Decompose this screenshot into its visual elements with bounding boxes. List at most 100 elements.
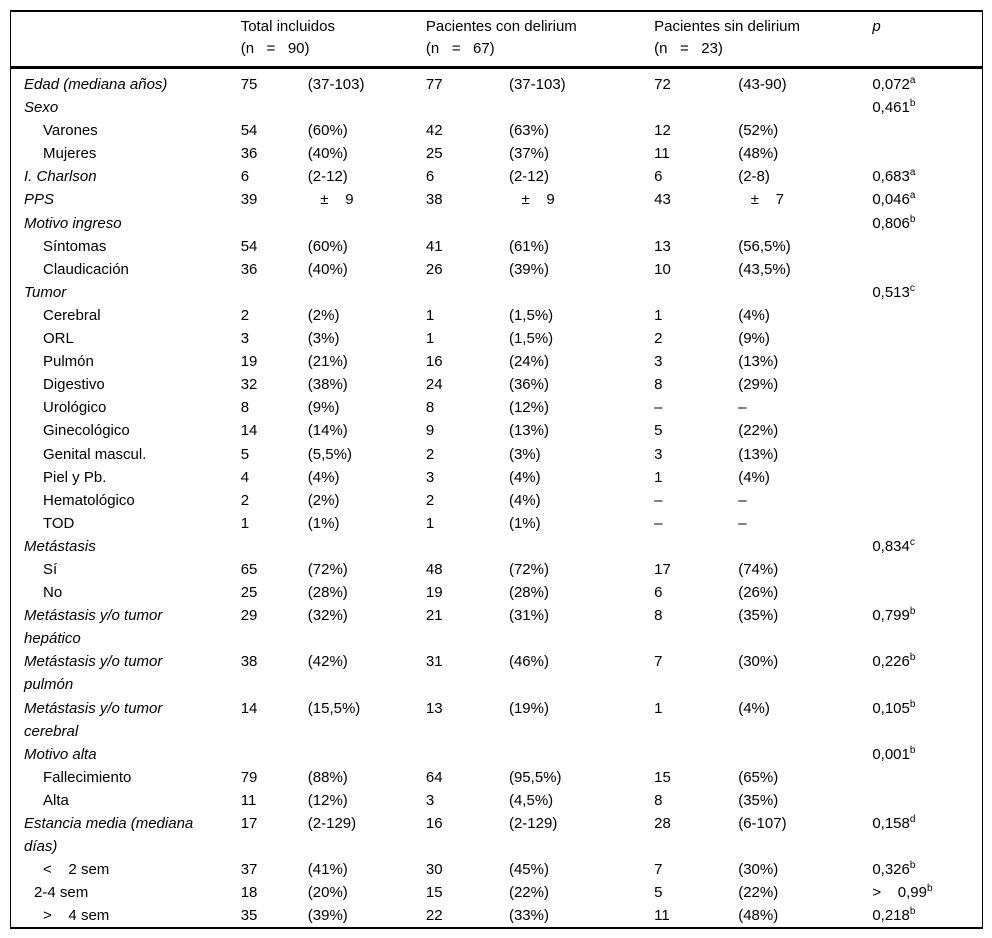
range-percent-cell xyxy=(738,96,872,119)
range-percent-cell xyxy=(509,212,654,235)
range-percent-cell xyxy=(738,212,872,235)
p-value-cell xyxy=(872,512,982,535)
range-percent-cell: (4%) xyxy=(738,468,770,486)
row-label: Fallecimiento xyxy=(43,768,132,786)
range-percent-cell: (38%) xyxy=(307,376,348,394)
range-percent-cell: (72%) xyxy=(307,560,348,578)
range-percent-cell: (35%) xyxy=(738,791,779,809)
row-label: Pulmón xyxy=(43,353,94,371)
table-row: Sexo 0,461b xyxy=(11,96,983,119)
count-cell: 11 xyxy=(654,907,670,925)
count-cell: 19 xyxy=(240,353,258,371)
p-value-cell: 0,158d xyxy=(872,814,916,833)
table-row: 2-4 sem 18 (20%) 15 (22%) 5 (22%) > 0,99b xyxy=(11,881,983,904)
p-value-cell xyxy=(872,235,982,258)
p-value-cell xyxy=(872,327,982,350)
range-percent-cell xyxy=(738,743,872,766)
p-value-cell: 0,218b xyxy=(872,906,916,925)
count-cell: 5 xyxy=(654,884,663,902)
count-cell: 1 xyxy=(654,468,663,486)
row-label: PPS xyxy=(24,191,55,209)
table-header: Total incluidos (n = 90) Pacientes con d… xyxy=(10,11,983,69)
range-percent-cell: (14%) xyxy=(307,422,348,440)
row-label: Genital mascul. xyxy=(43,445,147,463)
range-percent-cell: (13%) xyxy=(508,422,549,440)
range-percent-cell: (39%) xyxy=(508,260,549,278)
row-label: > 4 sem xyxy=(43,907,110,925)
table-row: ORL 3 (3%) 1 (1,5%) 2 (9%) xyxy=(11,327,983,350)
count-cell xyxy=(654,96,738,119)
table-row: Sí 65 (72%) 48 (72%) 17 (74%) xyxy=(11,558,983,581)
range-percent-cell: (39%) xyxy=(307,907,348,925)
p-superscript: c xyxy=(909,536,915,548)
range-percent-cell: (95,5%) xyxy=(508,768,562,786)
count-cell: 36 xyxy=(240,145,258,163)
count-cell: 75 xyxy=(240,76,258,93)
count-cell xyxy=(654,535,738,558)
table-row: Hematológico 2 (2%) 2 (4%) – – xyxy=(11,489,983,512)
range-percent-cell: (2-12) xyxy=(307,168,348,186)
range-percent-cell: (4%) xyxy=(307,468,340,486)
range-percent-cell: (12%) xyxy=(307,791,348,809)
table-row: Motivo ingreso 0,806b xyxy=(11,212,983,235)
p-column-label: p xyxy=(872,18,881,35)
row-label: Cerebral xyxy=(43,306,101,324)
p-value-cell xyxy=(872,443,982,466)
range-percent-cell: (22%) xyxy=(738,422,779,440)
header-group-count: (n = 23) xyxy=(654,40,723,57)
count-cell: 48 xyxy=(425,560,443,578)
table-row: Cerebral 2 (2%) 1 (1,5%) 1 (4%) xyxy=(11,304,983,327)
count-cell: 29 xyxy=(240,607,258,625)
count-cell: 13 xyxy=(425,699,443,717)
count-cell: 30 xyxy=(425,861,443,879)
count-cell: 16 xyxy=(425,353,443,371)
row-label: Sexo xyxy=(24,99,59,117)
p-value-cell xyxy=(872,396,982,419)
p-value-cell xyxy=(872,581,982,604)
count-cell xyxy=(241,96,308,119)
range-percent-cell: (9%) xyxy=(307,399,340,417)
p-value-cell: 0,105b xyxy=(872,698,916,717)
range-percent-cell: (3%) xyxy=(307,330,340,348)
p-superscript: a xyxy=(909,75,916,86)
count-cell xyxy=(426,212,509,235)
range-percent-cell: (60%) xyxy=(307,237,348,255)
p-value-cell xyxy=(872,558,982,581)
count-cell: 35 xyxy=(240,907,258,925)
p-superscript: b xyxy=(926,883,933,895)
count-cell xyxy=(241,743,308,766)
p-value-cell: 0,226b xyxy=(872,652,916,671)
count-cell: 6 xyxy=(240,168,250,186)
range-percent-cell xyxy=(509,535,654,558)
p-value-cell: 0,513c xyxy=(872,282,915,301)
range-percent-cell: (63%) xyxy=(508,122,549,140)
range-percent-cell xyxy=(308,535,426,558)
count-cell: 64 xyxy=(425,768,443,786)
range-percent-cell: (22%) xyxy=(508,884,549,902)
table-row: Edad (mediana años) 75 (37-103) 77 (37-103) 7… xyxy=(11,68,983,97)
count-cell: 32 xyxy=(240,376,258,394)
row-label: Metástasis y/o tumor pulmón xyxy=(24,653,163,694)
range-percent-cell: (48%) xyxy=(738,145,779,163)
count-cell: 1 xyxy=(654,699,663,717)
p-value-cell: 0,001b xyxy=(872,744,916,763)
count-cell: 36 xyxy=(240,260,258,278)
range-percent-cell: – xyxy=(738,514,747,532)
range-percent-cell: (42%) xyxy=(307,653,348,671)
range-percent-cell: (48%) xyxy=(738,907,779,925)
range-percent-cell: – xyxy=(738,399,747,417)
count-cell: 1 xyxy=(425,514,435,532)
count-cell: 1 xyxy=(425,306,435,324)
row-label: Alta xyxy=(43,791,69,809)
row-label: Metástasis y/o tumor hepático xyxy=(24,607,163,648)
row-label: ORL xyxy=(43,330,74,348)
row-label: Motivo alta xyxy=(24,745,97,763)
count-cell: 25 xyxy=(425,145,443,163)
table-row: Genital mascul. 5 (5,5%) 2 (3%) 3 (13%) xyxy=(11,443,983,466)
range-percent-cell xyxy=(509,281,654,304)
range-percent-cell xyxy=(308,743,426,766)
header-total-incluidos: Total incluidos (n = 90) xyxy=(240,11,426,69)
count-cell: 3 xyxy=(240,330,250,348)
p-superscript: b xyxy=(909,698,916,710)
p-superscript: b xyxy=(909,213,916,225)
